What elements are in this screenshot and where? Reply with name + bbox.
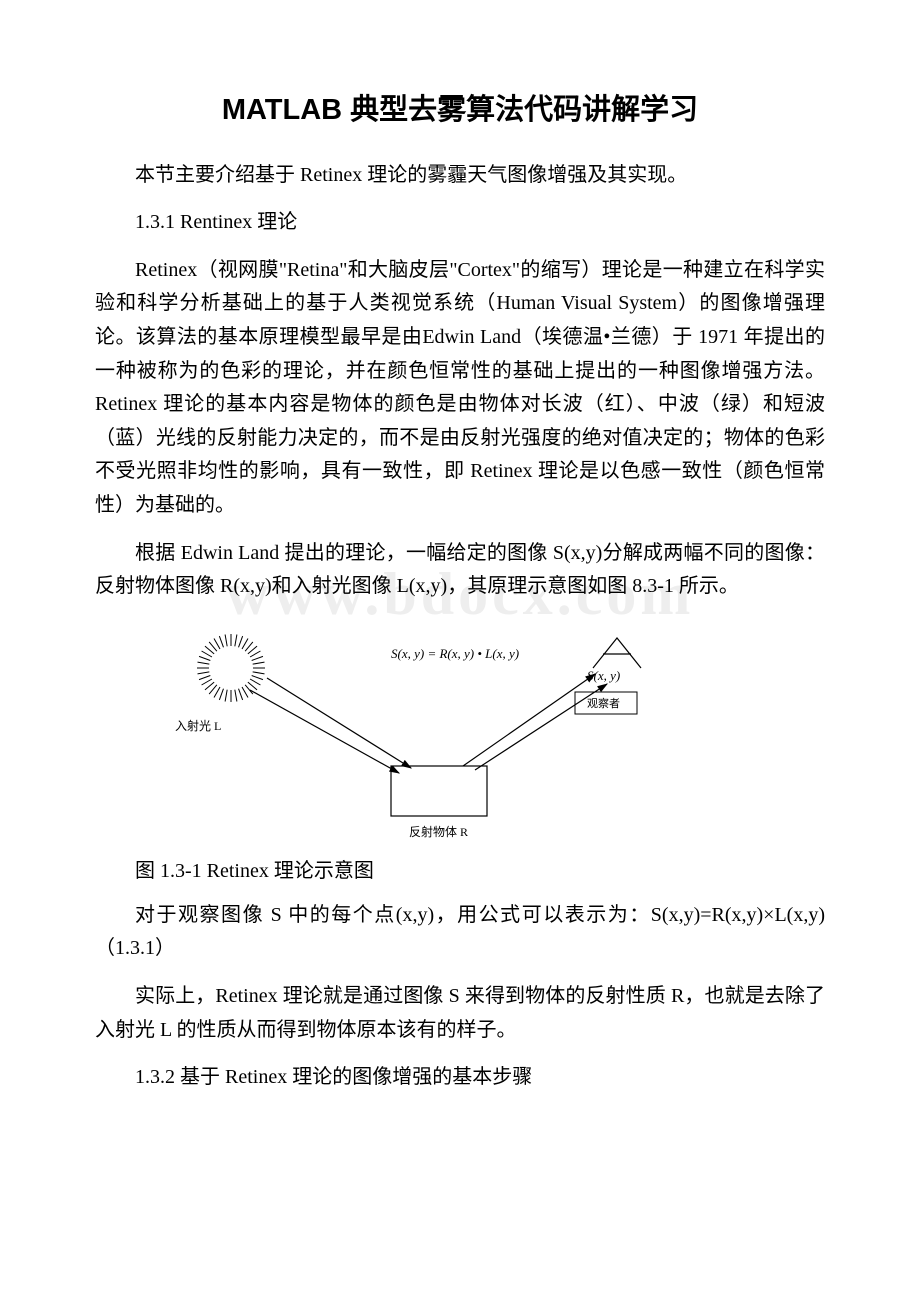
paragraph-2: Retinex（视网膜"Retina"和大脑皮层"Cortex"的缩写）理论是一… bbox=[95, 254, 825, 523]
intro-paragraph: 本节主要介绍基于 Retinex 理论的雾霾天气图像增强及其实现。 bbox=[95, 159, 825, 193]
svg-text:S(x, y): S(x, y) bbox=[587, 668, 620, 683]
document-body: MATLAB 典型去雾算法代码讲解学习 本节主要介绍基于 Retinex 理论的… bbox=[95, 90, 825, 1095]
svg-text:观察者: 观察者 bbox=[587, 696, 620, 710]
section-heading-1: 1.3.1 Rentinex 理论 bbox=[95, 206, 825, 240]
svg-text:入射光 L: 入射光 L bbox=[175, 718, 221, 733]
svg-text:反射物体 R: 反射物体 R bbox=[409, 824, 468, 839]
section-heading-2: 1.3.2 基于 Retinex 理论的图像增强的基本步骤 bbox=[95, 1061, 825, 1095]
page-title: MATLAB 典型去雾算法代码讲解学习 bbox=[95, 90, 825, 131]
paragraph-5: 实际上，Retinex 理论就是通过图像 S 来得到物体的反射性质 R，也就是去… bbox=[95, 980, 825, 1047]
figure-caption: 图 1.3-1 Retinex 理论示意图 bbox=[95, 854, 757, 883]
svg-text:S(x, y) = R(x, y) • L(x, y): S(x, y) = R(x, y) • L(x, y) bbox=[391, 646, 519, 661]
retinex-diagram: S(x, y) = R(x, y) • L(x, y) S(x, y) 入射光 … bbox=[155, 618, 675, 848]
paragraph-3: 根据 Edwin Land 提出的理论，一幅给定的图像 S(x,y)分解成两幅不… bbox=[95, 537, 825, 604]
paragraph-4: 对于观察图像 S 中的每个点(x,y)，用公式可以表示为：S(x,y)=R(x,… bbox=[95, 899, 825, 966]
